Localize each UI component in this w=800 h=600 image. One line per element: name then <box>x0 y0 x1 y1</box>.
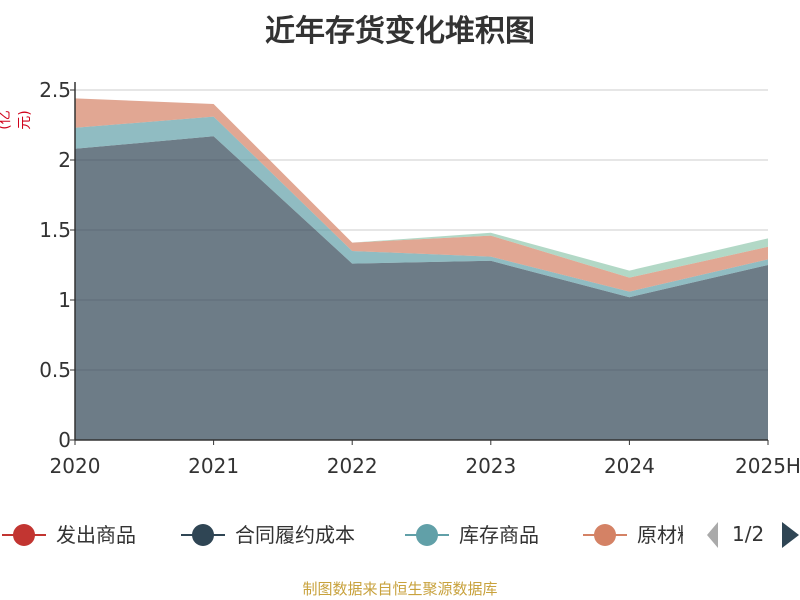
area-series-2 <box>75 116 768 298</box>
axes: 0 0.5 1 1.5 2 2.5 2020 2021 2022 2023 2024 2025H <box>39 78 800 478</box>
data-source-note: 制图数据来自恒生聚源数据库 <box>302 580 498 598</box>
legend-next-page-icon[interactable] <box>782 522 799 548</box>
legend-item[interactable]: 库存商品 <box>405 523 539 547</box>
legend-prev-page-icon[interactable] <box>707 522 718 548</box>
area-series-3 <box>75 98 768 292</box>
legend-label: 合同履约成本 <box>235 523 355 547</box>
legend-item[interactable]: 合同履约成本 <box>181 523 355 547</box>
x-tick-label: 2022 <box>327 454 378 478</box>
data-point <box>490 232 491 233</box>
data-point <box>629 270 630 271</box>
x-tick-label: 2023 <box>465 454 516 478</box>
y-tick-label: 0 <box>58 428 71 452</box>
chart-title: 近年存货变化堆积图 <box>265 14 535 49</box>
legend-pager: 1/2 <box>707 522 799 548</box>
area-series-1 <box>75 136 768 440</box>
x-tick-label: 2020 <box>50 454 101 478</box>
x-tick-label: 2021 <box>188 454 239 478</box>
x-tick-label: 2025H <box>735 454 800 478</box>
legend-marker-icon <box>13 524 35 546</box>
y-tick-label: 0.5 <box>39 358 71 382</box>
legend-label: 发出商品 <box>56 523 136 547</box>
legend: 发出商品 合同履约成本 库存商品 原材料 <box>2 523 697 547</box>
area-series-4 <box>75 98 768 278</box>
y-tick-label: 1.5 <box>39 218 71 242</box>
legend-marker-icon <box>594 524 616 546</box>
y-tick-label: 1 <box>58 288 71 312</box>
legend-item[interactable]: 发出商品 <box>2 523 136 547</box>
legend-marker-icon <box>192 524 214 546</box>
legend-page-indicator: 1/2 <box>732 522 764 546</box>
y-tick-label: 2.5 <box>39 78 71 102</box>
data-point <box>768 238 769 239</box>
legend-item[interactable]: 原材料 <box>583 523 697 547</box>
area-series <box>75 98 769 440</box>
legend-items: 发出商品 合同履约成本 库存商品 原材料 <box>2 523 697 547</box>
legend-label: 库存商品 <box>459 523 539 547</box>
x-tick-label: 2024 <box>604 454 655 478</box>
legend-marker-icon <box>416 524 438 546</box>
legend-label: 原材料 <box>637 523 697 547</box>
y-tick-label: 2 <box>58 148 71 172</box>
